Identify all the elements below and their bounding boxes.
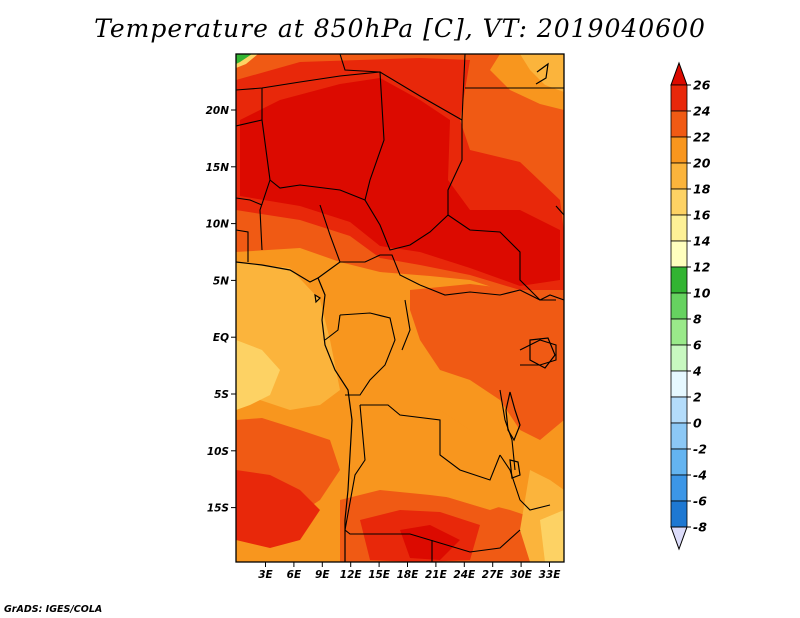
colorbar-label: 0: [693, 416, 702, 431]
colorbar-bin: [670, 396, 688, 424]
colorbar-bottom-arrow: [670, 526, 688, 551]
colorbar-label: -2: [693, 442, 707, 457]
lon-tick-label: 15E: [368, 569, 391, 581]
lat-tick-label: 5S: [214, 389, 229, 401]
colorbar-label: 14: [693, 234, 710, 249]
lon-tick-label: 6E: [287, 569, 302, 581]
colorbar-label: 8: [693, 312, 702, 327]
lon-tick-label: 9E: [315, 569, 330, 581]
lat-tick-label: 15N: [206, 162, 230, 174]
colorbar-label: 6: [693, 338, 702, 353]
lat-tick-label: 10N: [206, 219, 230, 231]
colorbar-bin: [670, 370, 688, 398]
colorbar-label: 26: [693, 78, 711, 93]
colorbar-bin: [670, 240, 688, 268]
lat-tick-label: 15S: [207, 503, 229, 515]
colorbar-label: 22: [693, 130, 710, 145]
colorbar-bin: [670, 188, 688, 216]
lat-tick-label: 20N: [206, 105, 230, 117]
colorbar-label: 2: [693, 390, 702, 405]
colorbar-label: 16: [693, 208, 711, 223]
coastlines: [236, 62, 556, 562]
lat-tick-label: EQ: [213, 332, 229, 344]
colorbar-bin: [670, 318, 688, 346]
colorbar-bin: [670, 422, 688, 450]
colorbar-bin: [670, 162, 688, 190]
colorbar-bin: [670, 214, 688, 242]
colorbar-label: 20: [693, 156, 711, 171]
latitude-axis: 20N 15N 10N 5N EQ 5S 10S 15S: [206, 105, 236, 515]
lon-tick-label: 21E: [425, 569, 448, 581]
temperature-field: [236, 54, 564, 562]
lon-tick-label: 24E: [453, 569, 476, 581]
colorbar-top-arrow: [670, 61, 688, 86]
colorbar-bin: [670, 266, 688, 294]
lon-tick-label: 18E: [397, 569, 420, 581]
colorbar-label: 12: [693, 260, 710, 275]
colorbar-bin: [670, 344, 688, 372]
lon-tick-label: 30E: [510, 569, 533, 581]
colorbar-label: -6: [693, 494, 707, 509]
longitude-axis: 3E 6E 9E 12E 15E 18E 21E 24E 27E 30E 33E: [258, 562, 561, 581]
colorbar-label: 10: [693, 286, 711, 301]
lat-tick-label: 10S: [207, 446, 229, 458]
colorbar-bin: [670, 84, 688, 112]
lon-tick-label: 27E: [482, 569, 505, 581]
colorbar-bin: [670, 136, 688, 164]
credit-text: GrADS: IGES/COLA: [4, 604, 103, 615]
country-borders: [236, 54, 564, 562]
colorbar-label: -4: [693, 468, 707, 483]
colorbar-label: 18: [693, 182, 711, 197]
colorbar-bin: [670, 500, 688, 528]
lat-tick-label: 5N: [213, 275, 229, 287]
lon-tick-label: 33E: [539, 569, 562, 581]
colorbar-bin: [670, 474, 688, 502]
colorbar-bin: [670, 448, 688, 476]
colorbar-bin: [670, 292, 688, 320]
colorbar-label: 24: [693, 104, 710, 119]
colorbar-label: -8: [693, 520, 707, 535]
plot-frame: [235, 53, 565, 563]
colorbar-label: 4: [692, 364, 702, 379]
lon-tick-label: 3E: [258, 569, 273, 581]
colorbar-bin: [670, 110, 688, 138]
map-title: Temperature at 850hPa [C], VT: 201904060…: [94, 14, 706, 43]
lon-tick-label: 12E: [340, 569, 363, 581]
